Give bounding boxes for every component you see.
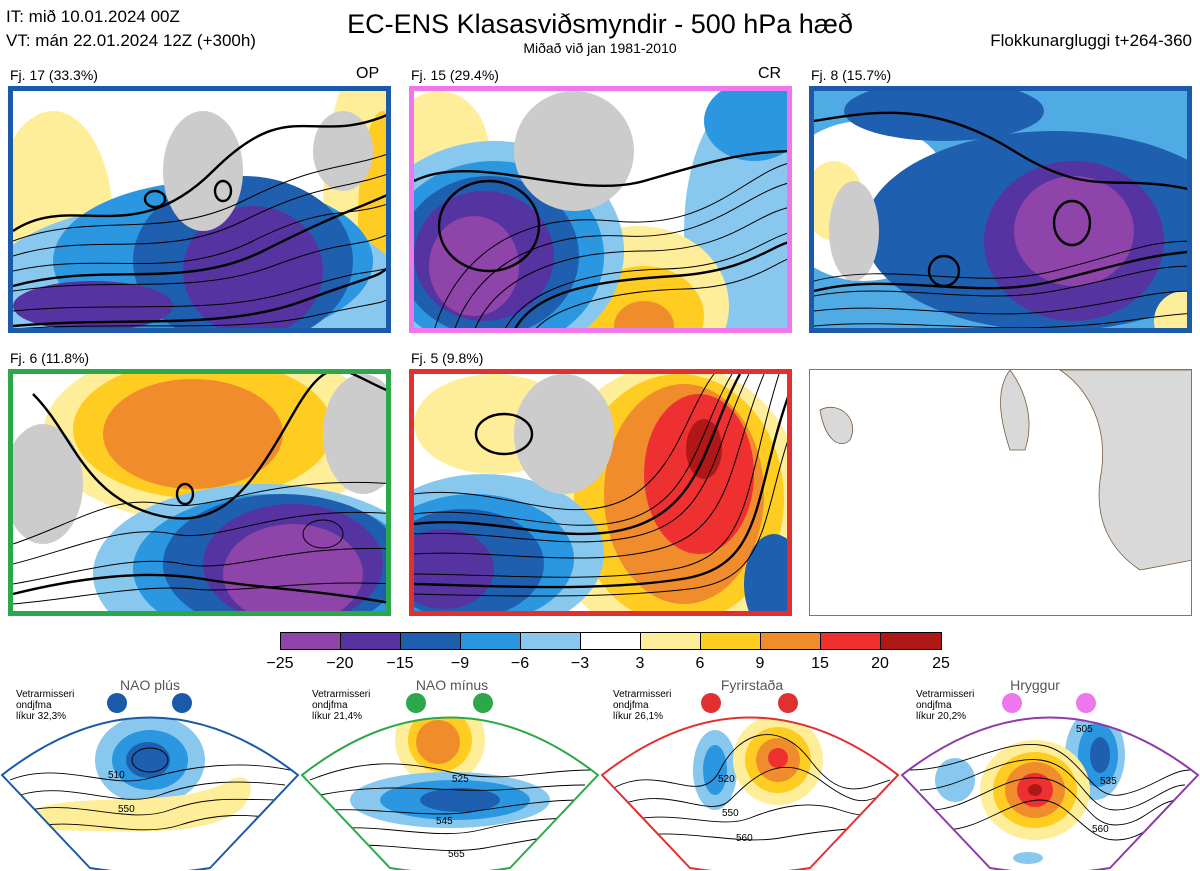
regime-3-map: 520 550 560 xyxy=(600,716,900,870)
anomaly-field xyxy=(13,374,386,611)
colorbar-tick: −6 xyxy=(510,655,530,672)
panel-5-label: Fj. 5 (9.8%) xyxy=(411,350,484,366)
page-title: EC-ENS Klasasviðsmyndir - 500 hPa hæð xyxy=(347,9,853,39)
cluster-map-4 xyxy=(8,369,391,616)
cluster-map-5 xyxy=(409,369,792,616)
regime-4-contour-label: 505 xyxy=(1076,724,1093,735)
regime-3-marker xyxy=(701,693,721,713)
regime-2-contour-label: 565 xyxy=(448,849,465,860)
regime-2-contour-label: 545 xyxy=(436,816,453,827)
regime-1-marker xyxy=(107,693,127,713)
empty-map xyxy=(809,369,1192,616)
regime-1-name: NAO plús xyxy=(120,677,180,693)
valid-time: VT: mán 22.01.2024 12Z (+300h) xyxy=(6,31,256,50)
regime-2-note: Vetrarmisseri ondjfma líkur 21,4% xyxy=(312,689,371,722)
cluster-map-1 xyxy=(8,86,391,333)
panel-4-label: Fj. 6 (11.8%) xyxy=(10,350,90,366)
colorbar-bin xyxy=(700,632,761,650)
regime-4-contour-label: 535 xyxy=(1100,776,1117,787)
colorbar-tick: −9 xyxy=(450,655,470,672)
anomaly-field xyxy=(414,374,787,611)
anomaly-field xyxy=(414,91,787,328)
page-subtitle: Miðað við jan 1981-2010 xyxy=(523,40,677,56)
regime-3-contour-label: 560 xyxy=(736,833,753,844)
colorbar-bin xyxy=(880,632,942,650)
colorbar-bin xyxy=(340,632,401,650)
anomaly-field xyxy=(814,91,1187,328)
regime-2-marker xyxy=(406,693,426,713)
colorbar-tick: 9 xyxy=(755,655,765,672)
regime-1-contour-label: 510 xyxy=(108,770,125,781)
regime-3-marker xyxy=(778,693,798,713)
colorbar-tick: 25 xyxy=(932,655,950,672)
regime-4-note: Vetrarmisseri ondjfma líkur 20,2% xyxy=(916,689,975,722)
colorbar-bin xyxy=(580,632,641,650)
regime-4-contour-label: 560 xyxy=(1092,824,1109,835)
regime-3-name: Fyrirstaða xyxy=(720,677,784,693)
regime-2-name: NAO mínus xyxy=(415,677,489,693)
regime-4-marker xyxy=(1076,693,1096,713)
classification-window: Flokkunargluggi t+264-360 xyxy=(990,31,1192,50)
regime-4-map: 505 535 560 xyxy=(900,716,1200,870)
colorbar-tick: −15 xyxy=(386,655,414,672)
colorbar-bin xyxy=(760,632,821,650)
colorbar-bin xyxy=(520,632,581,650)
regime-3-contour-label: 550 xyxy=(722,808,739,819)
colorbar-bin xyxy=(640,632,701,650)
colorbar-tick: −25 xyxy=(266,655,294,672)
base-map xyxy=(810,370,1191,615)
regime-2-marker xyxy=(473,693,493,713)
panel-2-label: Fj. 15 (29.4%) xyxy=(411,67,499,83)
regime-1-contour-label: 550 xyxy=(118,804,135,815)
anomaly-field xyxy=(13,91,386,328)
regime-1-marker xyxy=(172,693,192,713)
panel-1-tag: OP xyxy=(356,65,380,82)
colorbar-tick: 20 xyxy=(871,655,889,672)
regime-1-map: 510 550 xyxy=(0,716,300,870)
colorbar-tick: 3 xyxy=(635,655,645,672)
regime-4-name: Hryggur xyxy=(1010,677,1060,693)
cluster-map-3 xyxy=(809,86,1192,333)
panel-2-tag: CR xyxy=(758,65,782,82)
regime-4-marker xyxy=(1002,693,1022,713)
panel-1-label: Fj. 17 (33.3%) xyxy=(10,67,98,83)
colorbar-tick: −20 xyxy=(326,655,354,672)
colorbar-bin xyxy=(280,632,341,650)
colorbar-bin xyxy=(820,632,881,650)
panel-3-label: Fj. 8 (15.7%) xyxy=(811,67,892,83)
regime-1-note: Vetrarmisseri ondjfma líkur 32,3% xyxy=(16,689,75,722)
init-time: IT: mið 10.01.2024 00Z xyxy=(6,7,180,26)
regime-3-contour-label: 520 xyxy=(718,774,735,785)
colorbar-tick: 15 xyxy=(811,655,829,672)
colorbar-tick: 6 xyxy=(695,655,705,672)
cluster-map-2 xyxy=(409,86,792,333)
regime-2-map: 525 545 565 xyxy=(300,716,600,870)
colorbar-tick: −3 xyxy=(570,655,590,672)
colorbar-bin xyxy=(460,632,521,650)
regime-3-note: Vetrarmisseri ondjfma líkur 26,1% xyxy=(613,689,672,722)
colorbar-bin xyxy=(400,632,461,650)
regime-2-contour-label: 525 xyxy=(452,774,469,785)
